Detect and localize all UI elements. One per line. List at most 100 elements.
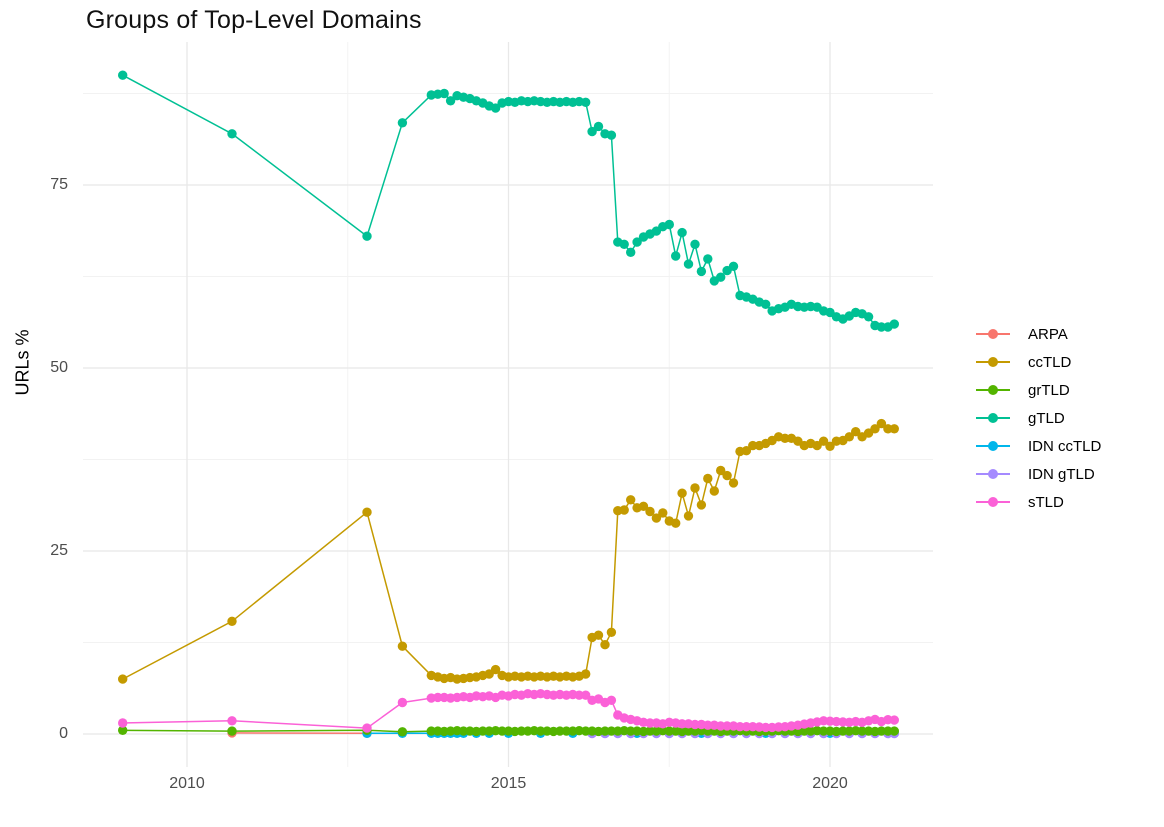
data-point: [397, 697, 408, 708]
data-point: [696, 266, 707, 277]
legend-dot-icon: [988, 357, 998, 367]
data-point: [227, 716, 237, 726]
data-point: [397, 641, 408, 651]
legend-dot-icon: [988, 469, 998, 479]
legend-item-grtld: grTLD: [975, 376, 1101, 404]
data-point: [626, 247, 636, 257]
x-tick-label: 2010: [169, 775, 205, 792]
data-point: [844, 432, 854, 442]
data-point: [619, 239, 629, 249]
data-point: [741, 446, 752, 456]
legend-item-idn-gtld: IDN gTLD: [975, 460, 1101, 488]
data-point: [626, 495, 636, 505]
data-point: [362, 231, 372, 241]
data-point: [638, 501, 649, 511]
legend-key-icon: [975, 496, 1011, 508]
legend-item-cctld: ccTLD: [975, 348, 1101, 376]
legend-key-icon: [975, 412, 1011, 424]
y-tick-label: 75: [50, 176, 68, 193]
legend-label: gTLD: [1028, 409, 1065, 427]
data-point: [889, 715, 899, 725]
data-point: [606, 627, 617, 637]
data-point: [683, 726, 694, 736]
data-point: [870, 424, 880, 434]
data-point: [600, 640, 610, 650]
data-point: [606, 130, 617, 140]
chart-title: Groups of Top-Level Domains: [86, 6, 422, 34]
data-point: [574, 690, 584, 700]
legend-key-icon: [975, 440, 1011, 452]
data-point: [658, 508, 668, 518]
data-point: [619, 505, 629, 515]
data-point: [593, 121, 604, 132]
data-point: [703, 473, 713, 484]
data-point: [825, 441, 835, 451]
data-point: [581, 97, 591, 108]
data-point: [876, 322, 887, 332]
data-point: [677, 227, 687, 238]
data-point: [581, 669, 591, 679]
legend-item-stld: sTLD: [975, 488, 1101, 516]
data-point: [876, 726, 887, 736]
data-point: [426, 726, 436, 736]
data-point: [362, 723, 372, 733]
series-gtld: [118, 70, 899, 332]
data-point: [748, 440, 758, 451]
data-point: [227, 129, 237, 139]
legend-key-icon: [975, 468, 1011, 480]
data-point: [671, 251, 681, 261]
data-point: [857, 726, 867, 736]
data-point: [555, 726, 565, 736]
data-point: [593, 630, 604, 640]
data-point: [651, 513, 662, 523]
data-point: [664, 219, 674, 230]
legend-item-idn-cctld: IDN ccTLD: [975, 432, 1101, 460]
data-point: [818, 436, 829, 446]
data-point: [683, 259, 694, 269]
data-point: [690, 483, 700, 493]
legend-dot-icon: [988, 329, 998, 339]
data-point: [118, 70, 128, 80]
legend: ARPA ccTLD grTLD gTLD IDN ccTLD IDN gTLD sTLD: [975, 320, 1101, 516]
y-tick-label: 0: [59, 725, 68, 742]
legend-dot-icon: [988, 385, 998, 395]
data-point: [227, 616, 237, 626]
x-tick-label: 2020: [812, 775, 848, 792]
legend-key-icon: [975, 328, 1011, 340]
data-point: [490, 664, 501, 675]
data-point: [439, 88, 449, 99]
legend-key-icon: [975, 384, 1011, 396]
data-point: [728, 478, 739, 488]
legend-label: sTLD: [1028, 493, 1064, 511]
data-point: [490, 103, 501, 113]
data-point: [606, 695, 617, 705]
data-point: [889, 319, 899, 329]
y-tick-label: 25: [50, 542, 68, 559]
data-point: [703, 720, 713, 730]
legend-dot-icon: [988, 497, 998, 507]
data-point: [535, 726, 546, 736]
data-point: [690, 239, 700, 249]
data-point: [716, 465, 726, 476]
data-point: [362, 507, 372, 517]
data-point: [581, 690, 591, 700]
legend-label: IDN gTLD: [1028, 465, 1095, 483]
data-point: [118, 674, 128, 684]
data-point: [397, 727, 408, 737]
data-point: [728, 261, 739, 271]
data-point: [709, 486, 719, 496]
x-tick-label: 2015: [490, 775, 527, 792]
data-point: [227, 726, 237, 736]
data-point: [671, 518, 681, 528]
legend-key-icon: [975, 356, 1011, 368]
data-point: [876, 418, 887, 429]
data-point: [118, 718, 128, 728]
legend-dot-icon: [988, 413, 998, 423]
data-point: [645, 506, 655, 517]
data-point: [889, 726, 899, 736]
data-point: [632, 237, 642, 247]
data-point: [397, 118, 408, 128]
legend-label: grTLD: [1028, 381, 1070, 399]
legend-label: ccTLD: [1028, 353, 1072, 371]
data-point: [587, 126, 597, 137]
